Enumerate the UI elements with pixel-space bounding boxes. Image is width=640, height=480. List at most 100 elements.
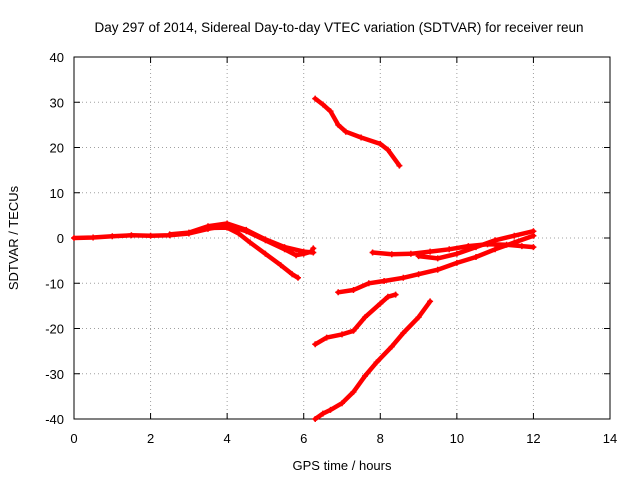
data-point-0-2: [109, 233, 116, 240]
grid: [74, 57, 610, 419]
data-point-6-7: [453, 259, 460, 266]
data-point-5-2: [339, 331, 345, 338]
x-tick-label-0: 0: [70, 431, 77, 446]
data-point-0-0: [71, 235, 77, 241]
y-tick-label-4: 0: [57, 231, 64, 246]
data-point-5-3: [350, 327, 357, 334]
data-point-5-7: [392, 291, 399, 298]
data-point-2-0: [205, 225, 211, 231]
data-point-4-9: [415, 314, 422, 321]
data-point-3-7: [384, 146, 391, 153]
data-point-3-3: [335, 121, 342, 128]
data-point-0-1: [90, 234, 97, 241]
data-point-1-0: [166, 231, 173, 238]
y-tick-label-1: -30: [45, 367, 64, 382]
x-tick-label-1: 2: [147, 431, 154, 446]
data-point-2-2: [235, 230, 242, 237]
y-axis-label: SDTVAR / TECUs: [6, 185, 21, 290]
data-point-0-3: [128, 232, 135, 239]
data-point-2-4: [262, 250, 269, 257]
data-point-7-4: [446, 246, 453, 253]
y-tick-label-6: 20: [50, 141, 64, 156]
data-point-7-9: [530, 244, 537, 251]
data-point-1-4: [243, 226, 250, 233]
data-point-6-8: [473, 254, 479, 260]
data-point-2-1: [224, 224, 231, 231]
data-point-5-0: [312, 341, 319, 348]
x-tick-label-3: 6: [300, 431, 307, 446]
data-point-3-5: [358, 134, 365, 141]
data-point-1-5: [262, 236, 269, 243]
data-point-4-5: [362, 373, 368, 379]
data-point-7-0: [369, 249, 376, 256]
data-point-4-10: [427, 298, 434, 305]
data-point-6-4: [400, 274, 407, 281]
data-point-8-6: [530, 228, 537, 235]
data-point-3-4: [342, 128, 349, 135]
data-point-4-1: [319, 410, 326, 417]
data-point-6-3: [381, 278, 388, 284]
data-point-6-0: [335, 289, 342, 296]
data-point-1-8: [310, 249, 317, 256]
data-point-2-7: [295, 274, 301, 281]
x-axis-label: GPS time / hours: [293, 458, 392, 473]
data-point-4-0: [312, 416, 319, 422]
x-tick-label-6: 12: [526, 431, 540, 446]
data-point-1-6: [281, 244, 288, 251]
data-point-5-5: [377, 300, 384, 307]
y-tick-label-3: -10: [45, 276, 64, 291]
x-tick-label-7: 14: [603, 431, 617, 446]
y-tick-label-7: 30: [50, 95, 64, 110]
data-point-7-2: [407, 250, 414, 257]
data-point-5-4: [362, 314, 368, 321]
data-point-2-5: [277, 262, 284, 269]
x-tick-label-5: 10: [450, 431, 464, 446]
data-point-4-8: [400, 330, 407, 336]
data-point-7-3: [427, 248, 434, 255]
y-tick-label-8: 40: [50, 50, 64, 65]
data-point-7-1: [388, 251, 395, 258]
data-point-0-12: [293, 252, 300, 259]
series-line-3: [312, 96, 402, 168]
data-point-6-5: [415, 271, 422, 278]
data-point-7-8: [518, 243, 525, 250]
data-point-4-6: [373, 359, 380, 366]
data-point-2-6: [289, 271, 296, 278]
data-point-4-7: [388, 343, 395, 350]
data-point-8-0: [415, 253, 422, 260]
data-point-7-7: [503, 241, 510, 248]
y-tick-label-0: -40: [45, 412, 64, 427]
data-point-4-4: [350, 388, 357, 395]
series-group: [71, 95, 537, 422]
data-point-5-6: [384, 293, 391, 300]
y-tick-label-5: 10: [50, 186, 64, 201]
data-point-3-8: [396, 162, 403, 169]
series-line-7: [370, 242, 536, 257]
series-line-4: [312, 299, 433, 422]
data-point-1-1: [185, 229, 192, 236]
y-tick-label-2: -20: [45, 322, 64, 337]
data-point-3-2: [327, 108, 334, 115]
data-point-4-2: [327, 406, 334, 413]
series-line-6: [335, 233, 536, 295]
data-point-0-4: [147, 232, 154, 239]
data-point-3-1: [319, 101, 326, 108]
data-point-6-1: [350, 287, 357, 293]
data-point-8-1: [434, 255, 441, 262]
data-point-8-5: [511, 232, 518, 239]
data-point-3-6: [377, 140, 384, 147]
data-point-8-3: [473, 244, 479, 251]
x-tick-label-2: 4: [224, 431, 231, 446]
data-point-2-3: [247, 239, 254, 246]
data-point-3-0: [312, 95, 319, 102]
data-point-8-4: [492, 237, 499, 244]
data-point-6-9: [492, 246, 499, 253]
data-point-6-2: [365, 280, 372, 287]
data-point-6-6: [434, 266, 441, 273]
chart-title: Day 297 of 2014, Sidereal Day-to-day VTE…: [95, 20, 584, 35]
series-line-2: [205, 225, 301, 281]
x-tick-label-4: 8: [377, 431, 384, 446]
axis-ticks: 0 2 4 6 8 10 12 14 -40 -30 -20 -10 0 10 20 30 40: [45, 50, 617, 446]
data-point-1-7: [300, 248, 307, 255]
